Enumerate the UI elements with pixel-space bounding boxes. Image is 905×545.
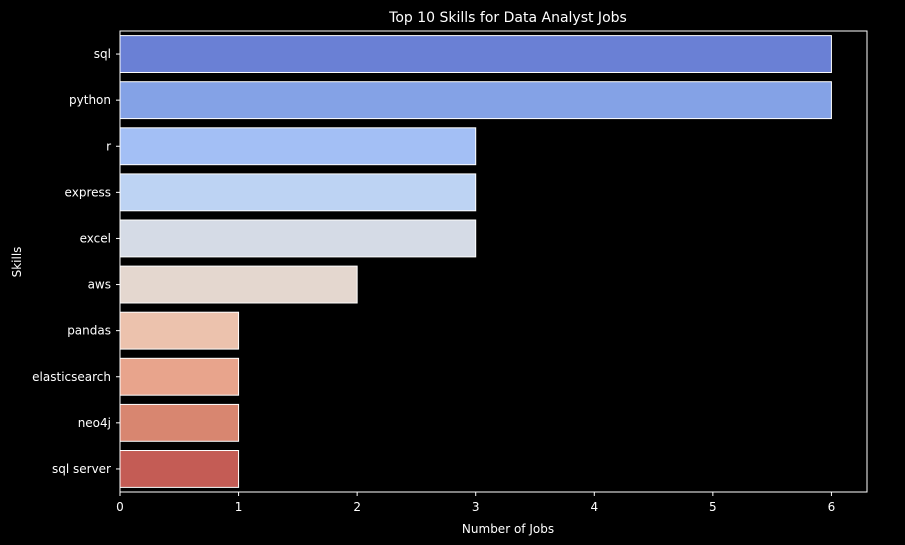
bar-r [119,127,477,166]
bar-aws [119,265,358,304]
bar-sql-server [119,450,240,488]
bar-express [119,173,477,212]
x-tick-label: 0 [116,500,124,514]
y-tick-label: elasticsearch [32,370,111,384]
bar-elasticsearch [119,357,240,396]
bar-pandas [119,311,240,350]
bar-python [119,81,832,120]
x-axis-label: Number of Jobs [462,522,554,536]
y-axis-ticks: sql python r express excel aws pandas elasticse… [32,47,120,476]
x-tick-label: 5 [709,500,717,514]
bar-sql [119,35,832,73]
y-tick-label: sql server [52,462,111,476]
y-axis-label: Skills [10,247,24,278]
bar-excel [119,219,477,258]
x-tick-label: 6 [828,500,836,514]
y-tick-label: excel [80,231,111,245]
y-tick-label: pandas [67,324,111,338]
y-tick-label: express [65,185,111,199]
bars-group [119,35,832,488]
bar-neo4j [119,403,240,442]
x-tick-label: 1 [235,500,243,514]
y-tick-label: r [106,139,111,153]
chart-title: Top 10 Skills for Data Analyst Jobs [388,10,627,26]
x-tick-label: 4 [590,500,598,514]
x-axis-ticks: 0 1 2 3 4 5 6 [116,492,835,514]
y-tick-label: neo4j [78,416,111,430]
x-tick-label: 2 [353,500,361,514]
x-tick-label: 3 [472,500,480,514]
plot-frame [119,30,868,493]
y-tick-label: python [69,93,111,107]
y-tick-label: sql [94,47,111,61]
y-tick-label: aws [88,278,111,292]
